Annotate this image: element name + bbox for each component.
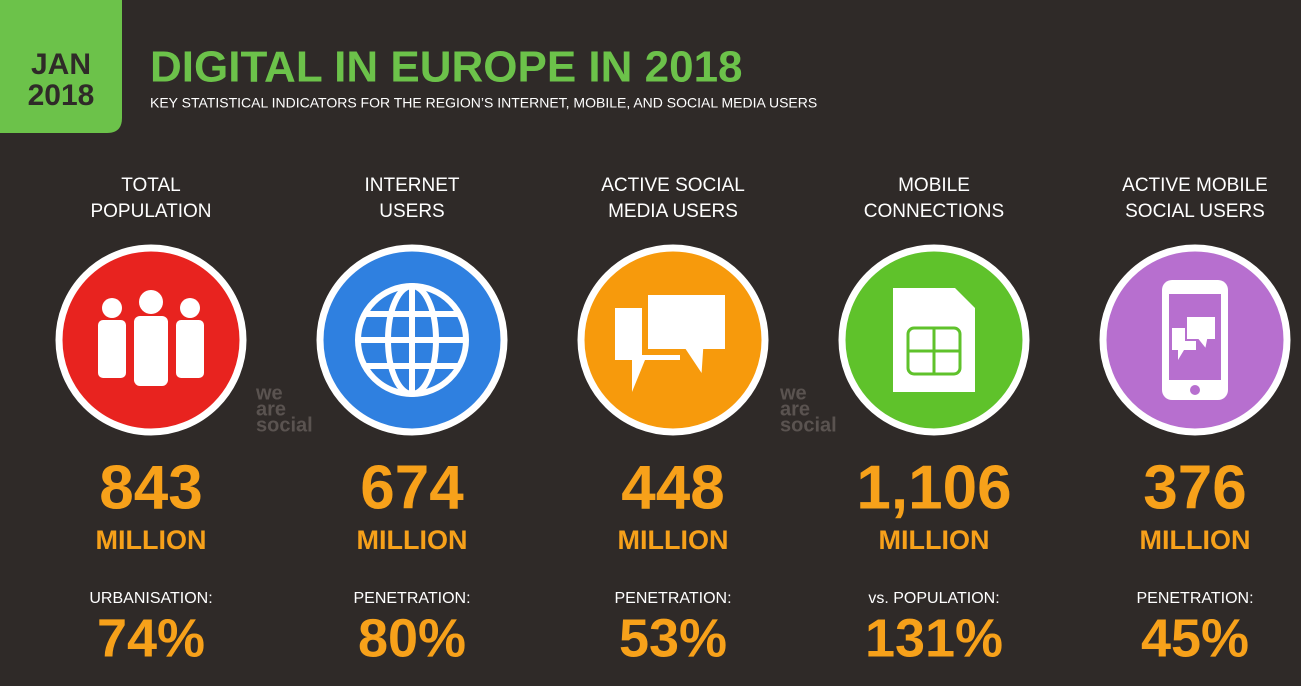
column-label: MOBILE — [898, 175, 970, 196]
big-number: 843 — [99, 453, 202, 522]
badge-year: 2018 — [28, 79, 95, 112]
column-label: USERS — [379, 201, 444, 222]
stat-label: vs. POPULATION: — [868, 590, 999, 607]
watermark: are — [780, 398, 810, 420]
icons — [55, 244, 1291, 436]
watermark: social — [780, 414, 837, 436]
date-badge — [0, 0, 122, 133]
people-icon — [98, 290, 204, 386]
stat-value: 45% — [1141, 608, 1249, 668]
stat-value: 131% — [865, 608, 1003, 668]
column-label: POPULATION — [90, 201, 211, 222]
stat-label: PENETRATION: — [1136, 590, 1253, 607]
globe-icon — [355, 283, 469, 397]
big-number: 448 — [621, 453, 724, 522]
title: DIGITAL IN EUROPE IN 2018 — [150, 43, 743, 92]
unit: MILLION — [96, 525, 207, 555]
unit: MILLION — [1140, 525, 1251, 555]
stat-value: 53% — [619, 608, 727, 668]
subtitle: KEY STATISTICAL INDICATORS FOR THE REGIO… — [150, 95, 817, 111]
watermark: we — [255, 382, 283, 404]
unit: MILLION — [357, 525, 468, 555]
stat-label: PENETRATION: — [353, 590, 470, 607]
unit: MILLION — [618, 525, 729, 555]
column-label: ACTIVE MOBILE — [1122, 175, 1268, 196]
big-number: 1,106 — [856, 453, 1011, 522]
sim-icon — [893, 288, 975, 392]
column-label: SOCIAL USERS — [1125, 201, 1265, 222]
big-number: 674 — [360, 453, 464, 522]
stat-label: PENETRATION: — [614, 590, 731, 607]
watermark: social — [256, 414, 313, 436]
column-label: ACTIVE SOCIAL — [601, 175, 745, 196]
unit: MILLION — [879, 525, 990, 555]
column-label: CONNECTIONS — [864, 201, 1004, 222]
watermark: are — [256, 398, 286, 420]
stat-label: URBANISATION: — [89, 590, 212, 607]
columns: wearesocialwearesocialTOTALPOPULATION843… — [89, 175, 1267, 668]
stat-value: 80% — [358, 608, 466, 668]
big-number: 376 — [1143, 453, 1246, 522]
column-label: TOTAL — [121, 175, 180, 196]
badge-month: JAN — [31, 48, 91, 81]
column-label: MEDIA USERS — [608, 201, 738, 222]
stat-value: 74% — [97, 608, 205, 668]
phone-icon — [1162, 280, 1228, 400]
chat-icon — [615, 289, 731, 392]
watermark: we — [779, 382, 807, 404]
column-label: INTERNET — [365, 175, 460, 196]
